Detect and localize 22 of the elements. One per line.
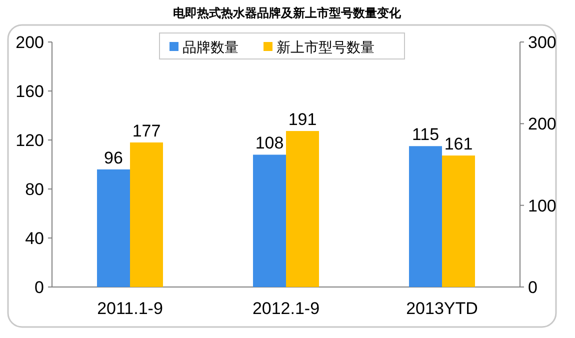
legend-label: 新上市型号数量: [276, 39, 374, 55]
y2-tick-label: 200: [528, 114, 556, 134]
y2-tick-label: 0: [528, 278, 538, 297]
y2-tick-label: 100: [528, 196, 556, 216]
data-label: 108: [255, 134, 284, 153]
y-tick-label: 120: [16, 131, 44, 150]
y-tick-label: 160: [16, 82, 44, 101]
y-tick-label: 40: [25, 229, 44, 248]
y-tick-label: 0: [34, 278, 44, 297]
data-label: 115: [412, 125, 440, 144]
x-tick-label: 2013YTD: [406, 299, 478, 318]
y2-tick-label: 300: [528, 33, 556, 52]
y-tick-label: 80: [25, 180, 44, 199]
x-tick-label: 2012.1-9: [252, 299, 320, 318]
data-label: 161: [444, 134, 473, 154]
data-label: 96: [104, 148, 123, 168]
chart-title: 电即热式热水器品牌及新上市型号数量变化: [173, 6, 402, 20]
y-tick-label: 200: [16, 33, 44, 52]
data-label: 191: [288, 110, 317, 130]
data-label: 177: [132, 121, 161, 140]
legend-label: 品牌数量: [182, 39, 238, 55]
x-tick-label: 2011.1-9: [97, 299, 163, 318]
